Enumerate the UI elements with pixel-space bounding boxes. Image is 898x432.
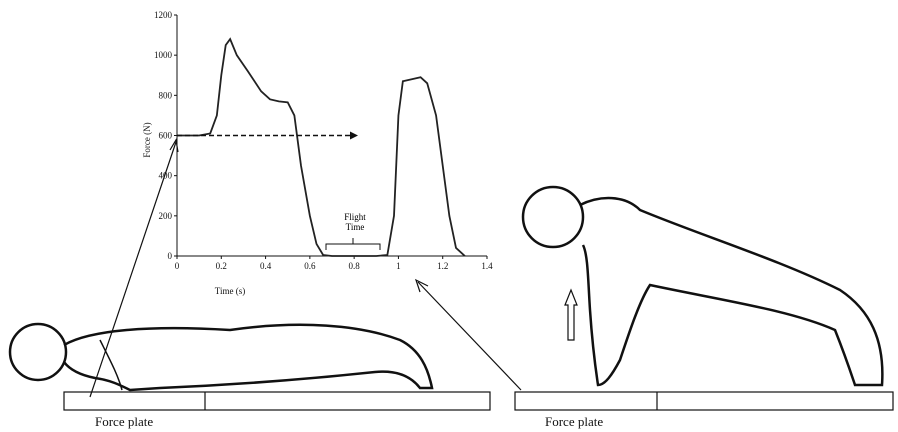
x-tick-label: 0.6 <box>304 261 316 271</box>
x-tick-label: 1.2 <box>437 261 448 271</box>
illustration <box>8 138 894 411</box>
force-plate <box>63 391 491 411</box>
x-tick-label: 1.4 <box>481 261 493 271</box>
plate-label: Force plate <box>95 414 154 429</box>
plate-label: Force plate <box>545 414 604 429</box>
y-tick-label: 800 <box>159 90 173 100</box>
y-axis-label: Force (N) <box>142 122 152 157</box>
y-tick-label: 1000 <box>154 50 173 60</box>
pointer-arrow <box>417 281 522 391</box>
x-axis-label: Time (s) <box>215 286 245 296</box>
arrow-head <box>350 131 358 140</box>
force-line <box>177 37 466 257</box>
body <box>63 323 434 392</box>
pointer-arrow <box>89 141 177 398</box>
arm <box>99 339 123 391</box>
x-tick-label: 0 <box>175 261 180 271</box>
y-tick-label: 0 <box>168 251 173 261</box>
y-tick-label: 200 <box>159 211 173 221</box>
y-tick-label: 600 <box>159 131 173 141</box>
up-arrow <box>564 288 578 341</box>
annotation: Flight Time <box>344 212 366 232</box>
y-tick-label: 1200 <box>154 10 173 20</box>
body <box>579 196 884 387</box>
flight-bracket <box>325 238 381 250</box>
x-tick-label: 0.2 <box>216 261 227 271</box>
arrow-head <box>414 278 429 293</box>
x-tick-label: 0.8 <box>349 261 361 271</box>
head <box>521 185 585 249</box>
x-tick-label: 1 <box>396 261 401 271</box>
x-tick-label: 0.4 <box>260 261 272 271</box>
force-plate <box>514 391 894 411</box>
head <box>8 322 68 382</box>
y-tick-label: 400 <box>159 171 173 181</box>
